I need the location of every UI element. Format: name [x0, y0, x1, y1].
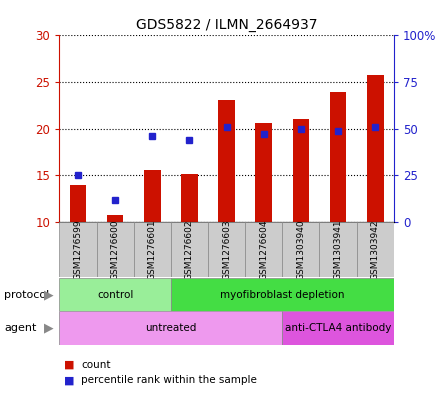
Text: GSM1276603: GSM1276603	[222, 219, 231, 280]
Bar	[293, 119, 309, 222]
Bar	[144, 170, 161, 222]
Text: ■: ■	[64, 360, 74, 370]
Text: untreated: untreated	[145, 323, 197, 333]
Text: GSM1276601: GSM1276601	[148, 219, 157, 280]
Bar	[208, 222, 245, 277]
Text: ▶: ▶	[44, 321, 53, 334]
Text: GSM1276602: GSM1276602	[185, 219, 194, 280]
Text: myofibroblast depletion: myofibroblast depletion	[220, 290, 345, 299]
Text: GSM1303942: GSM1303942	[371, 219, 380, 280]
Text: anti-CTLA4 antibody: anti-CTLA4 antibody	[285, 323, 391, 333]
Text: GSM1303940: GSM1303940	[297, 219, 305, 280]
Text: ■: ■	[64, 375, 74, 386]
Text: agent: agent	[4, 323, 37, 333]
Bar	[282, 311, 394, 345]
Bar	[134, 222, 171, 277]
Bar	[59, 311, 282, 345]
Text: percentile rank within the sample: percentile rank within the sample	[81, 375, 257, 386]
Bar	[255, 123, 272, 222]
Bar	[367, 75, 384, 222]
Bar	[181, 173, 198, 222]
Text: GSM1303941: GSM1303941	[334, 219, 343, 280]
Bar	[319, 222, 357, 277]
Title: GDS5822 / ILMN_2664937: GDS5822 / ILMN_2664937	[136, 18, 317, 31]
Bar	[282, 222, 319, 277]
Bar	[357, 222, 394, 277]
Bar	[218, 100, 235, 222]
Bar	[59, 278, 171, 311]
Text: count: count	[81, 360, 111, 370]
Text: ▶: ▶	[44, 288, 53, 301]
Bar	[59, 222, 96, 277]
Bar	[171, 222, 208, 277]
Bar	[70, 185, 86, 222]
Text: GSM1276600: GSM1276600	[110, 219, 120, 280]
Bar	[107, 215, 124, 222]
Text: control: control	[97, 290, 133, 299]
Bar	[330, 92, 346, 222]
Bar	[171, 278, 394, 311]
Text: protocol: protocol	[4, 290, 50, 299]
Text: GSM1276604: GSM1276604	[259, 219, 268, 280]
Bar	[245, 222, 282, 277]
Bar	[96, 222, 134, 277]
Text: GSM1276599: GSM1276599	[73, 219, 82, 280]
